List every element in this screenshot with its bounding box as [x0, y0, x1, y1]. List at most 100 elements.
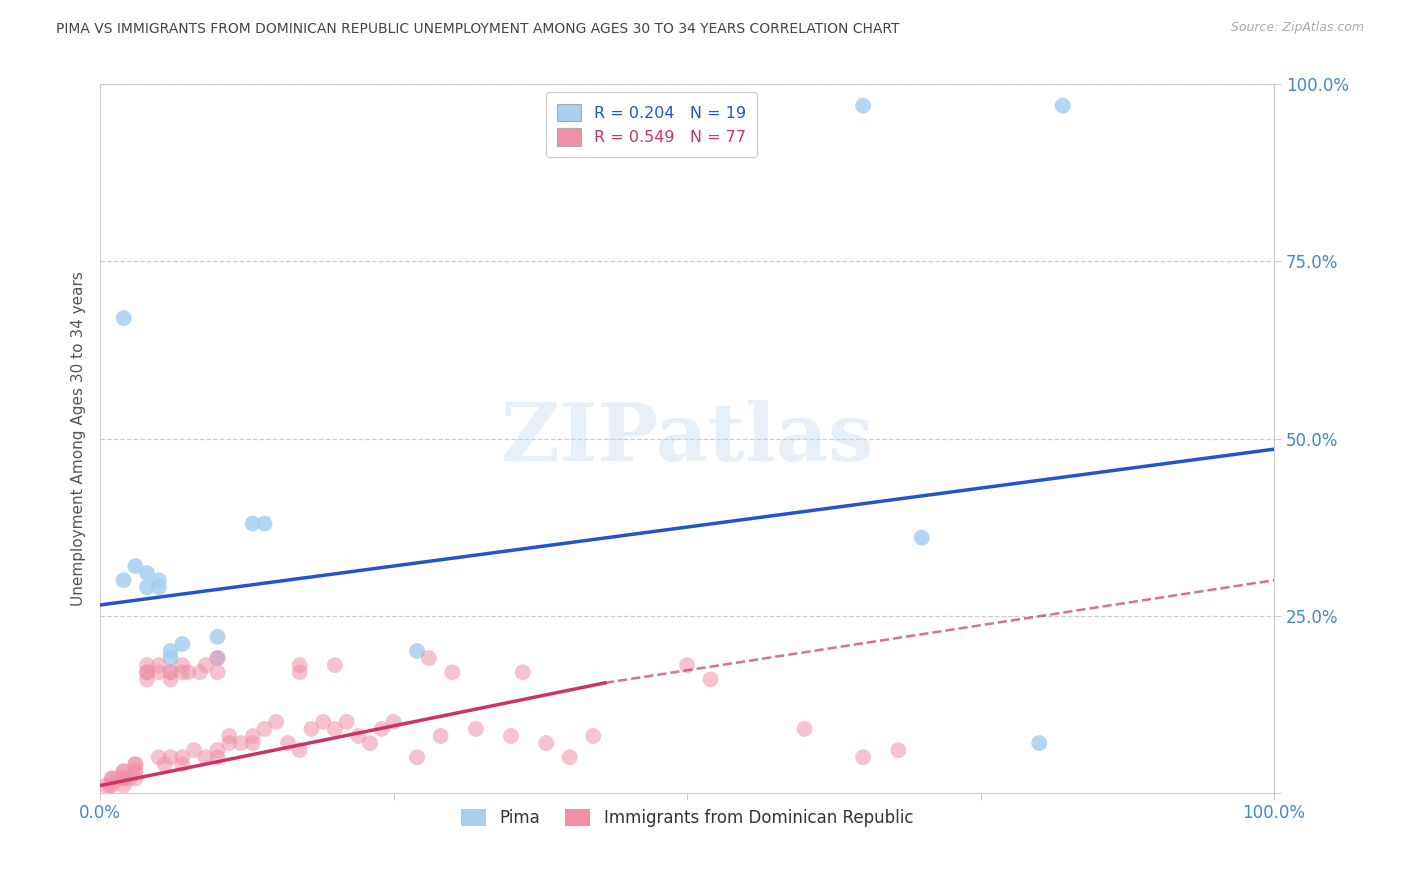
Point: [218, 736, 240, 750]
Point: [464, 722, 486, 736]
Point: [499, 729, 522, 743]
Point: [207, 630, 229, 644]
Point: [207, 665, 229, 680]
Point: [136, 665, 159, 680]
Point: [887, 743, 910, 757]
Point: [148, 573, 170, 587]
Point: [323, 722, 346, 736]
Point: [406, 750, 429, 764]
Point: [124, 559, 146, 574]
Point: [107, 772, 129, 786]
Point: [359, 736, 381, 750]
Point: [101, 772, 124, 786]
Point: [534, 736, 557, 750]
Point: [441, 665, 464, 680]
Point: [159, 644, 181, 658]
Point: [347, 729, 370, 743]
Point: [558, 750, 581, 764]
Point: [582, 729, 605, 743]
Point: [188, 665, 211, 680]
Point: [1028, 736, 1050, 750]
Point: [382, 714, 405, 729]
Point: [1052, 98, 1074, 112]
Point: [253, 516, 276, 531]
Point: [124, 772, 146, 786]
Point: [112, 311, 135, 326]
Point: [429, 729, 451, 743]
Point: [112, 764, 135, 779]
Point: [207, 743, 229, 757]
Point: [124, 764, 146, 779]
Point: [242, 516, 264, 531]
Point: [852, 98, 875, 112]
Text: Source: ZipAtlas.com: Source: ZipAtlas.com: [1230, 21, 1364, 35]
Point: [194, 658, 217, 673]
Point: [336, 714, 359, 729]
Point: [406, 644, 429, 658]
Point: [118, 772, 141, 786]
Point: [288, 743, 311, 757]
Point: [148, 665, 170, 680]
Point: [136, 673, 159, 687]
Point: [98, 779, 121, 793]
Point: [136, 580, 159, 594]
Legend: Pima, Immigrants from Dominican Republic: Pima, Immigrants from Dominican Republic: [454, 803, 920, 834]
Point: [159, 651, 181, 665]
Point: [148, 658, 170, 673]
Point: [112, 573, 135, 587]
Point: [264, 714, 287, 729]
Point: [418, 651, 440, 665]
Point: [159, 665, 181, 680]
Point: [194, 750, 217, 764]
Point: [124, 757, 146, 772]
Point: [312, 714, 335, 729]
Point: [159, 750, 181, 764]
Point: [288, 665, 311, 680]
Point: [159, 673, 181, 687]
Point: [148, 750, 170, 764]
Point: [183, 743, 205, 757]
Point: [112, 772, 135, 786]
Point: [793, 722, 815, 736]
Point: [177, 665, 200, 680]
Point: [136, 665, 159, 680]
Point: [124, 757, 146, 772]
Point: [242, 736, 264, 750]
Point: [512, 665, 534, 680]
Point: [94, 779, 117, 793]
Point: [207, 651, 229, 665]
Point: [112, 772, 135, 786]
Point: [172, 665, 194, 680]
Point: [288, 658, 311, 673]
Point: [172, 757, 194, 772]
Point: [699, 673, 721, 687]
Point: [253, 722, 276, 736]
Point: [172, 658, 194, 673]
Point: [101, 779, 124, 793]
Point: [124, 764, 146, 779]
Point: [172, 637, 194, 651]
Point: [218, 729, 240, 743]
Point: [323, 658, 346, 673]
Point: [207, 651, 229, 665]
Point: [911, 531, 934, 545]
Point: [148, 580, 170, 594]
Point: [136, 658, 159, 673]
Point: [112, 779, 135, 793]
Point: [159, 665, 181, 680]
Point: [277, 736, 299, 750]
Point: [153, 757, 176, 772]
Point: [101, 772, 124, 786]
Text: PIMA VS IMMIGRANTS FROM DOMINICAN REPUBLIC UNEMPLOYMENT AMONG AGES 30 TO 34 YEAR: PIMA VS IMMIGRANTS FROM DOMINICAN REPUBL…: [56, 22, 900, 37]
Point: [136, 566, 159, 580]
Point: [852, 750, 875, 764]
Y-axis label: Unemployment Among Ages 30 to 34 years: Unemployment Among Ages 30 to 34 years: [72, 271, 86, 606]
Point: [112, 764, 135, 779]
Text: ZIPatlas: ZIPatlas: [501, 400, 873, 477]
Point: [371, 722, 394, 736]
Point: [299, 722, 322, 736]
Point: [676, 658, 699, 673]
Point: [207, 750, 229, 764]
Point: [242, 729, 264, 743]
Point: [229, 736, 252, 750]
